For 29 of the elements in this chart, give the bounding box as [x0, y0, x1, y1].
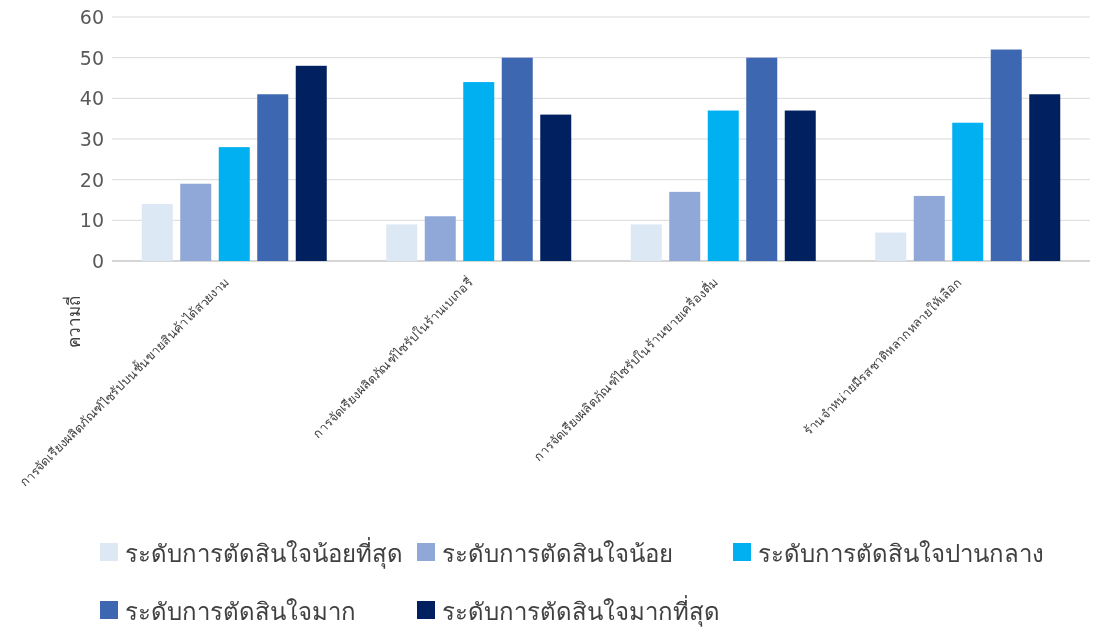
- bar: [386, 224, 418, 261]
- y-tick-label: 10: [79, 209, 104, 232]
- bar: [746, 57, 778, 261]
- bar: [707, 110, 739, 261]
- bar: [875, 232, 907, 261]
- y-tick-label: 60: [79, 6, 104, 28]
- y-tick-label: 20: [79, 168, 104, 191]
- y-tick-label: 0: [91, 250, 104, 272]
- bar: [141, 204, 173, 261]
- y-tick-label: 30: [79, 128, 104, 150]
- bar: [540, 114, 572, 261]
- bar: [952, 122, 984, 261]
- legend-label: ระดับการตัดสินใจน้อยที่สุด: [125, 537, 403, 569]
- y-tick-label: 40: [79, 87, 104, 110]
- bar: [180, 183, 212, 261]
- bar: [913, 195, 945, 261]
- bar: [424, 216, 456, 261]
- bar: [501, 57, 533, 261]
- bar: [295, 65, 327, 261]
- bar: [669, 191, 701, 261]
- y-tick-label: 50: [79, 46, 104, 69]
- bar: [218, 147, 250, 261]
- bar: [463, 82, 495, 261]
- bar: [1029, 94, 1061, 261]
- bar: [990, 49, 1022, 261]
- bar: [630, 224, 662, 261]
- legend-label: ระดับการตัดสินใจมากที่สุด: [442, 595, 720, 627]
- bar: [784, 110, 816, 261]
- bar: [257, 94, 289, 261]
